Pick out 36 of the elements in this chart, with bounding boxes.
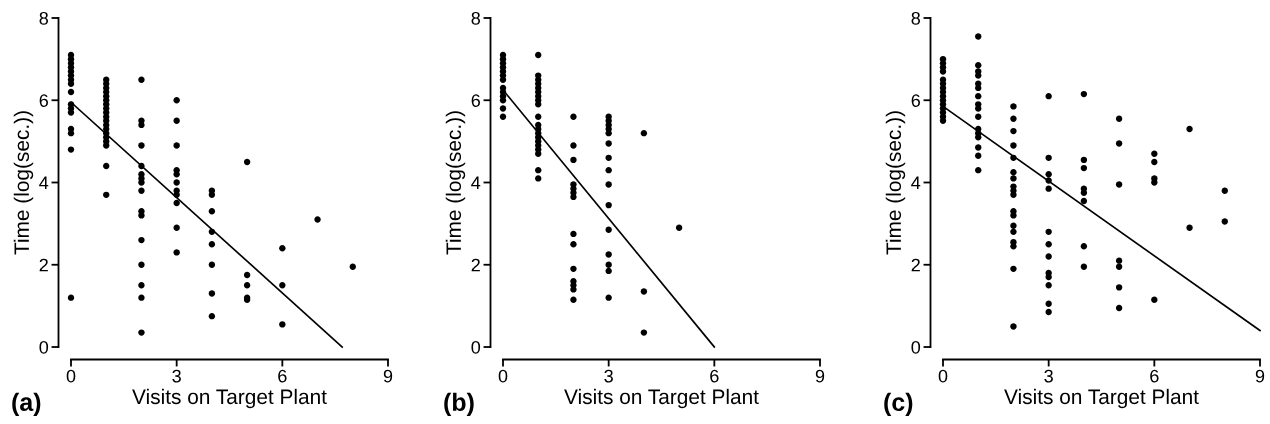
x-tick-label: 6 [710, 369, 719, 383]
x-tick-label: 3 [1044, 369, 1053, 383]
y-tick-label: 0 [911, 340, 921, 354]
text: (c) [884, 392, 913, 416]
x-axis-title: Visits on Target Plant [1004, 388, 1199, 409]
x-tick-label: 0 [66, 369, 76, 383]
y-tick-label: 4 [39, 176, 49, 190]
y-tick-label: 6 [911, 94, 920, 107]
y-axis-title: Time (log(sec.)) [885, 111, 906, 255]
text: (a) [12, 392, 41, 416]
y-tick-label: 8 [911, 11, 920, 25]
y-tick-label: 4 [471, 176, 481, 190]
y-tick-label: 8 [39, 11, 48, 25]
y-tick-label: 6 [39, 94, 48, 107]
x-tick-label: 3 [604, 369, 613, 383]
x-tick-label: 3 [172, 369, 181, 383]
x-tick-label: 9 [815, 369, 825, 383]
x-tick-label: 0 [498, 369, 508, 383]
y-tick-label: 2 [471, 258, 480, 272]
x-tick-label: 6 [1150, 369, 1159, 383]
x-tick-label: 0 [938, 369, 948, 383]
x-tick-label: 6 [278, 369, 287, 383]
y-axis-title: Time (log(sec.)) [445, 111, 466, 255]
x-tick-label: 9 [383, 369, 393, 383]
x-tick-label: 9 [1255, 369, 1265, 383]
y-tick-label: 0 [471, 340, 481, 354]
text: (b) [444, 392, 474, 416]
y-tick-label: 2 [39, 258, 48, 272]
y-tick-label: 8 [471, 11, 480, 25]
x-axis-title: Visits on Target Plant [132, 388, 327, 409]
x-axis-title: Visits on Target Plant [564, 388, 759, 409]
y-tick-label: 0 [39, 340, 49, 354]
y-tick-label: 4 [911, 176, 921, 190]
y-tick-label: 2 [911, 258, 920, 272]
y-axis-title: Time (log(sec.)) [13, 111, 34, 255]
y-tick-label: 6 [471, 94, 480, 107]
